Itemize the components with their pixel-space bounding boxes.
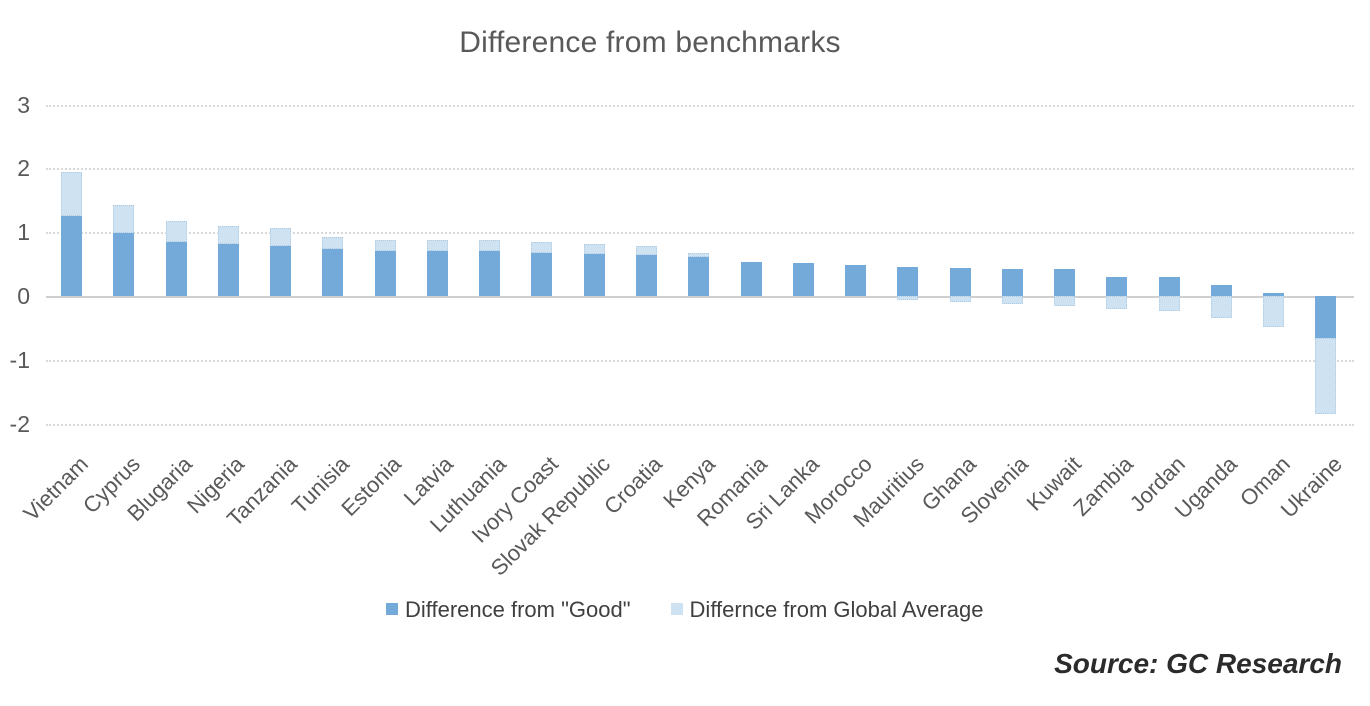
bar-segment-good (165, 241, 187, 296)
bar-segment-global-average (531, 241, 553, 253)
bar-segment-global-average (113, 204, 135, 234)
gridline (46, 232, 1354, 235)
y-axis-tick-label: 3 (17, 91, 30, 118)
bar-segment-global-average (322, 236, 344, 250)
legend-item-good: Difference from "Good" (386, 597, 631, 623)
bar-segment-global-average (1263, 296, 1285, 328)
bar-segment-good (61, 216, 82, 296)
bar-segment-good (270, 245, 292, 296)
bar-segment-global-average (1210, 296, 1232, 318)
bar-segment-global-average (583, 243, 605, 254)
gridline (46, 359, 1354, 362)
legend-swatch-good-icon (386, 603, 398, 615)
chart-title: Difference from benchmarks (459, 26, 841, 59)
bar-segment-good (583, 253, 605, 296)
legend-label-global-average: Differnce from Global Average (689, 597, 984, 622)
bar-segment-good (217, 244, 239, 296)
bar-segment-global-average (1315, 338, 1337, 415)
bar-segment-global-average (1106, 296, 1128, 310)
gridline-zero (46, 296, 1354, 298)
bar-segment-global-average (1158, 296, 1180, 311)
bar-segment-good (113, 233, 135, 296)
bar-segment-good (374, 251, 396, 296)
bar-segment-good (1263, 293, 1285, 296)
bar-segment-global-average (217, 225, 239, 245)
bar-segment-global-average (61, 171, 82, 217)
bar-segment-good (426, 251, 448, 296)
y-axis-tick-label: 2 (17, 155, 30, 182)
y-axis-tick-label: -1 (9, 346, 30, 373)
bar-segment-good (1210, 284, 1232, 296)
bar-segment-good (1315, 296, 1337, 339)
bar-segment-good (635, 254, 657, 296)
bar-segment-good (1001, 268, 1023, 296)
bar-segment-good (949, 267, 971, 296)
bar-segment-good (688, 257, 710, 296)
legend: Difference from "Good" Differnce from Gl… (386, 597, 983, 623)
bar-segment-global-average (270, 228, 292, 246)
bar-segment-good (322, 249, 344, 296)
y-axis-tick-label: -2 (9, 410, 30, 437)
bar-segment-global-average (897, 296, 919, 301)
legend-item-global-average: Differnce from Global Average (670, 597, 984, 623)
y-axis-tick-label: 0 (17, 283, 30, 309)
bar-segment-global-average (165, 220, 187, 242)
bar-segment-global-average (635, 246, 657, 255)
bar-segment-good (1106, 276, 1128, 296)
y-axis-tick-label: 1 (17, 219, 30, 246)
bar-segment-good (1054, 269, 1076, 296)
plot-area (46, 90, 1354, 440)
bar-segment-good (792, 263, 814, 296)
bar-segment-global-average (1054, 296, 1076, 306)
bar-segment-good (845, 264, 867, 296)
bar-segment-global-average (688, 252, 710, 258)
bar-segment-global-average (479, 240, 501, 251)
gridline (46, 104, 1354, 107)
source-credit: Source: GC Research (1054, 648, 1342, 679)
bar-segment-good (479, 250, 501, 296)
bar-segment-global-average (1001, 296, 1023, 304)
bar-segment-good (897, 266, 919, 296)
bar-segment-global-average (374, 239, 396, 252)
bar-segment-global-average (949, 296, 971, 303)
bar-segment-good (740, 262, 762, 296)
bar-segment-good (531, 252, 553, 296)
gridline (46, 423, 1354, 426)
legend-swatch-global-average-icon (670, 603, 683, 615)
bar-segment-good (1158, 276, 1180, 296)
gridline (46, 168, 1354, 171)
legend-label-good: Difference from "Good" (405, 597, 631, 622)
bar-segment-global-average (426, 239, 448, 252)
